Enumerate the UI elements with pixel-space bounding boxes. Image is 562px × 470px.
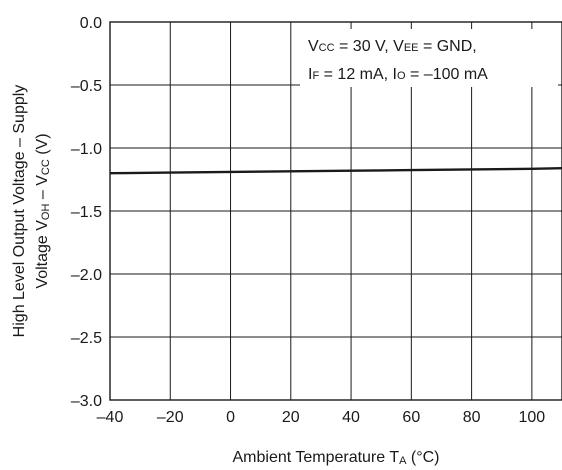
annotation-background xyxy=(300,29,558,87)
annotation-line-2: IF = 12 mA, IO = –100 mA xyxy=(308,66,488,83)
x-tick-label: 80 xyxy=(463,409,481,426)
y-tick-label: –2.5 xyxy=(71,330,102,347)
y-tick-labels: 0.0 –0.5 –1.0 –1.5 –2.0 –2.5 –3.0 xyxy=(71,15,102,410)
conditions-annotation: VCC = 30 V, VEE = GND, IF = 12 mA, IO = … xyxy=(300,29,558,87)
x-tick-label: 100 xyxy=(519,409,546,426)
x-tick-label: 0 xyxy=(226,409,235,426)
plot-area-frame xyxy=(109,21,562,401)
y-axis-label-line-1: High Level Output Voltage – Supply xyxy=(11,85,28,338)
series-line xyxy=(109,167,562,175)
y-tick-label: –1.0 xyxy=(71,141,102,158)
x-tick-labels: –40 –20 0 20 40 60 80 100 xyxy=(97,409,546,426)
annotation-line-1: VCC = 30 V, VEE = GND, xyxy=(308,38,477,55)
x-tick-label: 20 xyxy=(282,409,300,426)
x-tick-label: 40 xyxy=(342,409,360,426)
series-group xyxy=(109,167,562,175)
x-tick-label: –40 xyxy=(97,409,124,426)
y-axis-label: High Level Output Voltage – Supply Volta… xyxy=(11,85,52,338)
y-tick-label: –3.0 xyxy=(71,393,102,410)
x-axis-label: Ambient Temperature TA (°C) xyxy=(232,449,439,467)
x-tick-label: –20 xyxy=(157,409,184,426)
y-tick-label: 0.0 xyxy=(80,15,102,32)
y-axis-label-line-2: Voltage VOH – VCC (V) xyxy=(34,133,52,288)
y-tick-label: –0.5 xyxy=(71,78,102,95)
x-tick-label: 60 xyxy=(402,409,420,426)
y-tick-label: –1.5 xyxy=(71,204,102,221)
y-tick-label: –2.0 xyxy=(71,267,102,284)
